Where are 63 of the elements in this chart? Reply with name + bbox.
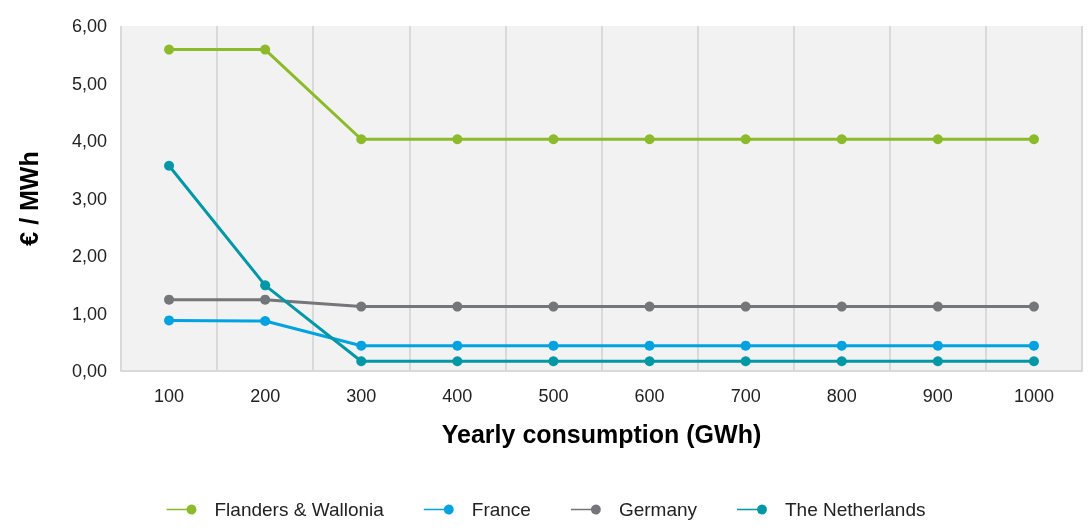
point (836, 356, 847, 367)
point (260, 315, 271, 326)
point (740, 356, 751, 367)
x-tick-label: 1000 (1013, 386, 1054, 406)
x-tick-label: 800 (826, 386, 857, 406)
y-tick-label: 4,00 (71, 131, 107, 151)
point (1028, 134, 1039, 145)
point (836, 301, 847, 312)
point (452, 356, 463, 367)
y-tick-label: 2,00 (71, 246, 107, 266)
point (644, 301, 655, 312)
point (548, 340, 559, 351)
x-tick-label: 600 (634, 386, 665, 406)
point (740, 134, 751, 145)
point (548, 134, 559, 145)
x-tick-label: 400 (442, 386, 473, 406)
point (356, 356, 367, 367)
legend-label: The Netherlands (784, 499, 926, 520)
point (740, 301, 751, 312)
point (164, 44, 175, 55)
legend-label: Flanders & Wallonia (214, 499, 385, 520)
point (260, 280, 271, 291)
x-tick-label: 500 (538, 386, 569, 406)
point (644, 356, 655, 367)
point (644, 340, 655, 351)
point (548, 356, 559, 367)
point (452, 134, 463, 145)
point (932, 340, 943, 351)
point (260, 294, 271, 305)
point (932, 356, 943, 367)
point (164, 315, 175, 326)
x-tick-label: 200 (250, 386, 281, 406)
point (1028, 356, 1039, 367)
y-tick-label: 0,00 (71, 361, 107, 381)
y-tick-label: 5,00 (71, 73, 107, 94)
point (932, 134, 943, 145)
point (356, 340, 367, 351)
point (836, 340, 847, 351)
y-axis-title: € / MWh (14, 151, 43, 246)
point (1028, 340, 1039, 351)
point (740, 340, 751, 351)
point (260, 44, 271, 55)
legend-label: Germany (618, 499, 698, 520)
x-tick-label: 700 (730, 386, 761, 406)
point (164, 160, 175, 171)
x-axis-title: Yearly consumption (GWh) (441, 419, 762, 448)
y-tick-label: 3,00 (71, 188, 107, 209)
point (452, 301, 463, 312)
point (452, 340, 463, 351)
y-tick-label: 6,00 (71, 16, 107, 36)
point (356, 134, 367, 145)
point (548, 301, 559, 312)
x-tick-label: 100 (154, 386, 185, 406)
x-tick-label: 300 (346, 386, 377, 406)
point (836, 134, 847, 145)
point (644, 134, 655, 145)
point (1028, 301, 1039, 312)
legend-label: France (471, 499, 531, 520)
point (164, 294, 175, 305)
y-tick-label: 1,00 (71, 303, 107, 324)
x-tick-label: 900 (922, 386, 953, 406)
point (932, 301, 943, 312)
point (356, 301, 367, 312)
